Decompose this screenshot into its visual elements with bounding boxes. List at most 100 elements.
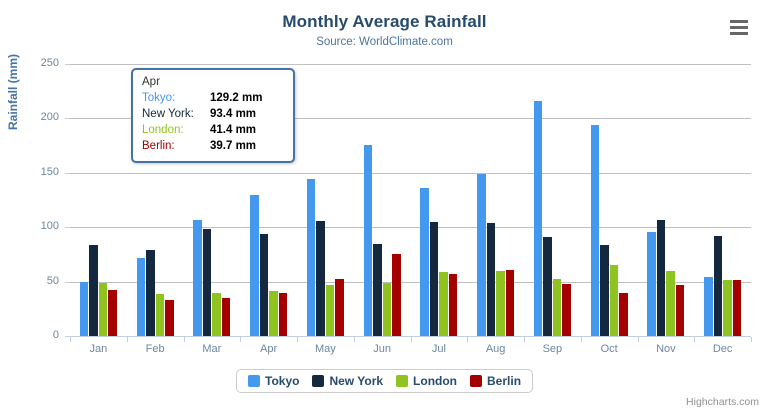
bar-berlin-jan[interactable] [108, 289, 117, 336]
bar-tokyo-aug[interactable] [477, 174, 486, 336]
x-tick-label-apr: Apr [260, 343, 278, 355]
bar-london-apr[interactable] [269, 290, 278, 336]
bar-london-oct[interactable] [609, 265, 619, 336]
x-tick-label-oct: Oct [600, 343, 618, 355]
x-tick-mark [70, 337, 71, 342]
bar-london-jan[interactable] [98, 282, 108, 336]
x-tick-mark [580, 337, 582, 342]
bar-new-york-may[interactable] [316, 220, 325, 336]
tooltip-row: New York: 93.4 mm [142, 106, 284, 122]
y-tick-label: 50 [46, 274, 59, 287]
bar-berlin-apr[interactable] [278, 292, 288, 336]
bar-tokyo-dec[interactable] [704, 276, 713, 336]
bar-london-dec[interactable] [723, 280, 732, 336]
bar-tokyo-jul[interactable] [420, 188, 429, 336]
bar-london-sep[interactable] [552, 279, 562, 336]
y-tick-mark [65, 227, 70, 229]
bar-new-york-feb[interactable] [146, 250, 155, 336]
bar-berlin-nov[interactable] [675, 285, 685, 336]
bar-new-york-dec[interactable] [713, 235, 723, 336]
chart-subtitle: Source: WorldClimate.com [316, 36, 453, 48]
legend-label: Tokyo [265, 374, 300, 388]
bar-london-jun[interactable] [382, 283, 392, 336]
chart-legend: Tokyo New York London Berlin [236, 369, 534, 393]
bar-tokyo-nov[interactable] [647, 232, 656, 336]
tooltip-row: Tokyo: 129.2 mm [142, 90, 284, 106]
x-tick-mark [524, 337, 525, 342]
bar-london-may[interactable] [325, 284, 335, 336]
x-tick-label-may: May [314, 343, 336, 355]
y-tick-label: 0 [52, 329, 59, 341]
bar-new-york-oct[interactable] [600, 245, 609, 336]
x-tick-mark [297, 337, 298, 342]
bar-berlin-aug[interactable] [505, 270, 515, 336]
bar-tokyo-apr[interactable] [250, 195, 259, 336]
bar-tokyo-jan[interactable] [79, 281, 89, 336]
y-tick-mark [65, 118, 70, 120]
y-tick-label: 100 [40, 220, 59, 233]
bar-london-aug[interactable] [496, 271, 505, 336]
bar-tokyo-jun[interactable] [363, 144, 373, 336]
bar-new-york-sep[interactable] [543, 236, 552, 336]
hamburger-menu-icon[interactable] [727, 16, 751, 38]
x-tick-label-feb: Feb [145, 343, 165, 355]
menu-bar-1 [730, 19, 748, 23]
x-tick-mark [183, 337, 185, 342]
bar-new-york-apr[interactable] [259, 234, 269, 336]
bar-tokyo-mar[interactable] [193, 220, 202, 336]
bar-berlin-dec[interactable] [732, 280, 742, 336]
tooltip-row: Berlin: 39.7 mm [142, 138, 284, 154]
legend-item-london[interactable]: London [396, 374, 457, 388]
bar-tokyo-oct[interactable] [590, 124, 600, 336]
bar-new-york-mar[interactable] [202, 228, 212, 336]
legend-swatch-icon [470, 375, 483, 387]
tooltip-series-name: Tokyo: [142, 92, 176, 104]
bar-berlin-sep[interactable] [562, 284, 571, 336]
bar-london-feb[interactable] [155, 293, 165, 336]
x-tick-label-jun: Jun [373, 343, 391, 355]
credits-label[interactable]: Highcharts.com [686, 396, 759, 408]
bar-london-mar[interactable] [212, 293, 221, 336]
x-tick-mark [694, 337, 696, 342]
tooltip-series-value: 41.4 mm [210, 124, 257, 136]
legend-item-tokyo[interactable]: Tokyo [248, 374, 299, 388]
bar-new-york-nov[interactable] [656, 220, 666, 336]
x-tick-label-jul: Jul [431, 343, 446, 355]
bar-london-jul[interactable] [439, 271, 448, 336]
tooltip-row: London: 41.4 mm [142, 122, 284, 138]
gridline-100 [70, 227, 751, 229]
bar-new-york-jul[interactable] [429, 221, 439, 336]
tooltip-series-value: 129.2 mm [210, 92, 263, 104]
bar-berlin-oct[interactable] [619, 293, 628, 336]
y-tick-label: 200 [40, 111, 59, 124]
legend-swatch-icon [396, 375, 409, 387]
x-tick-label-aug: Aug [485, 343, 506, 355]
bar-tokyo-may[interactable] [306, 179, 316, 336]
bar-berlin-jun[interactable] [392, 253, 401, 336]
tooltip-series-value: 39.7 mm [210, 140, 257, 152]
tooltip-series-name: New York: [142, 108, 194, 120]
legend-label: Berlin [487, 374, 522, 388]
bar-berlin-jul[interactable] [448, 273, 458, 336]
tooltip-header: Apr [142, 76, 160, 88]
legend-label: New York [329, 374, 384, 388]
bar-london-nov[interactable] [666, 271, 675, 336]
bar-tokyo-sep[interactable] [533, 100, 543, 336]
bar-new-york-jun[interactable] [373, 244, 382, 336]
y-tick-mark [65, 281, 70, 283]
y-tick-mark [65, 172, 70, 174]
legend-item-new-york[interactable]: New York [312, 374, 383, 388]
y-axis-title: Rainfall (mm) [6, 53, 20, 130]
bar-berlin-mar[interactable] [221, 298, 231, 336]
bar-tokyo-feb[interactable] [136, 258, 146, 336]
gridline-200 [70, 118, 751, 120]
bar-new-york-jan[interactable] [89, 245, 98, 336]
tooltip-series-name: Berlin: [142, 140, 175, 152]
x-tick-label-nov: Nov [656, 343, 676, 355]
bar-berlin-feb[interactable] [165, 299, 174, 336]
bar-new-york-aug[interactable] [486, 222, 496, 336]
bar-berlin-may[interactable] [335, 278, 344, 336]
legend-item-berlin[interactable]: Berlin [470, 374, 521, 388]
plot-area [70, 64, 751, 336]
